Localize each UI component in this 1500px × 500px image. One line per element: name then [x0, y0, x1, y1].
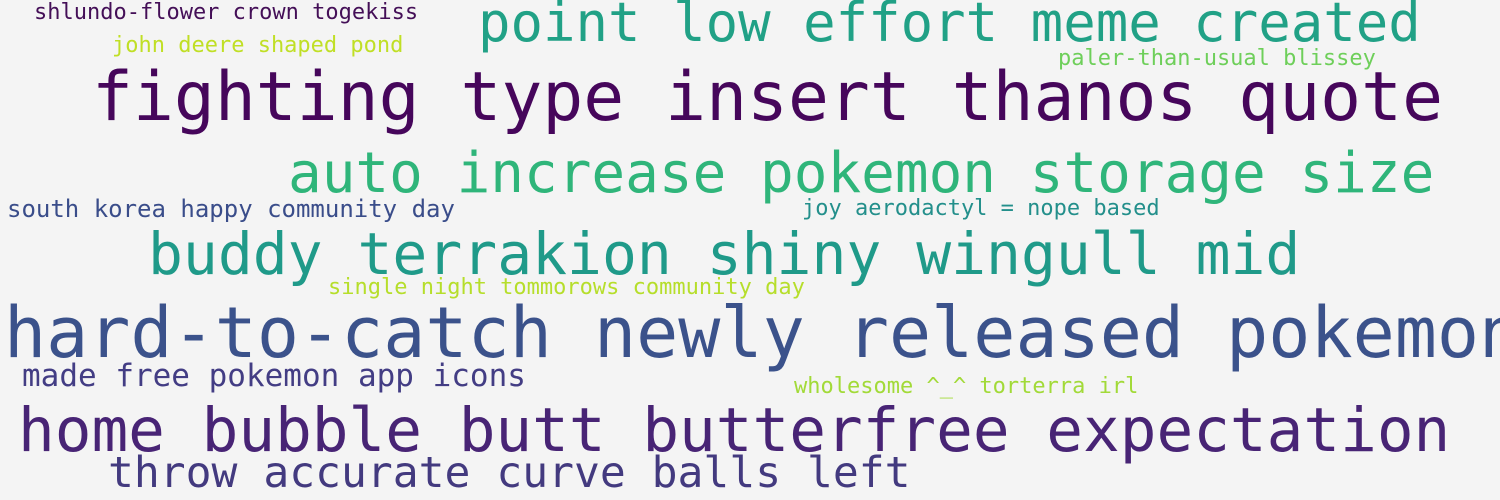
phrase: buddy terrakion shiny wingull mid: [148, 220, 1301, 288]
phrase: auto increase pokemon storage size: [288, 141, 1435, 206]
phrase: fighting type insert thanos quote: [92, 58, 1444, 137]
phrase: single night tommorows community day: [328, 275, 805, 300]
phrase: hard-to-catch newly released pokemon: [4, 292, 1500, 374]
phrase: home bubble butt butterfree expectation: [18, 395, 1451, 466]
phrase: john deere shaped pond: [112, 33, 404, 58]
phrase: joy aerodactyl = nope based: [802, 196, 1160, 221]
phrase: made free pokemon app icons: [22, 358, 526, 394]
phrase: south korea happy community day: [7, 195, 455, 223]
phrase: throw accurate curve balls left: [108, 448, 911, 498]
phrase: paler-than-usual blissey: [1058, 46, 1376, 71]
phrase: shlundo-flower crown togekiss: [34, 0, 419, 25]
phrase: point low effort meme created: [478, 0, 1421, 54]
phrase: wholesome ^_^ torterra irl: [794, 374, 1139, 399]
